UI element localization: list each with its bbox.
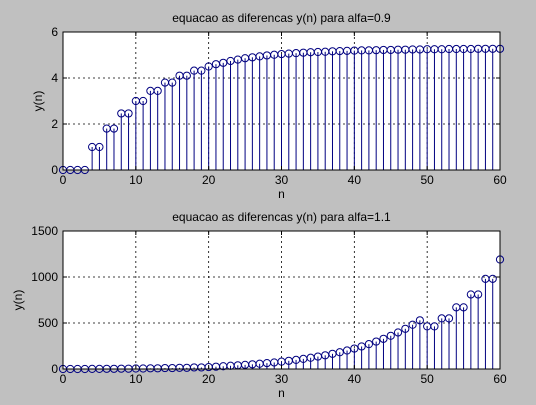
stem-marker xyxy=(357,342,366,351)
stem-marker xyxy=(364,340,373,349)
y-tick-label: 0 xyxy=(51,163,58,177)
x-tick-label: 0 xyxy=(60,372,67,386)
x-axis-label: n xyxy=(278,187,285,201)
x-tick-label: 40 xyxy=(348,173,362,187)
stem-marker xyxy=(182,71,191,80)
stem-marker xyxy=(488,274,497,283)
y-tick-label: 2 xyxy=(51,117,58,131)
y-axis-label: y(n) xyxy=(31,91,45,112)
stem-marker xyxy=(153,86,162,95)
y-tick-label: 4 xyxy=(51,71,58,85)
x-tick-label: 50 xyxy=(420,372,434,386)
y-tick-label: 6 xyxy=(51,25,58,39)
stem-marker xyxy=(444,314,454,323)
stem-marker xyxy=(197,66,206,75)
stem-marker xyxy=(109,124,119,133)
x-tick-label: 30 xyxy=(275,173,289,187)
stem-marker xyxy=(459,303,468,312)
stem-marker xyxy=(408,320,417,329)
stem-marker xyxy=(372,337,381,346)
stem-marker xyxy=(95,142,104,152)
x-tick-label: 30 xyxy=(275,372,289,386)
stem-marker xyxy=(350,344,359,353)
axes-1: 0 10 20 30 40 50 60 0 2 4 6 equacao as diferencas y… xyxy=(31,11,507,201)
x-tick-label: 10 xyxy=(129,173,143,187)
x-tick-label: 50 xyxy=(420,173,434,187)
x-tick-label: 0 xyxy=(60,173,67,187)
y-tick-label: 0 xyxy=(51,362,58,376)
stem-marker xyxy=(393,328,403,337)
x-axis-label: n xyxy=(278,386,285,400)
y-axis-label: y(n) xyxy=(11,290,25,311)
x-tick-label: 40 xyxy=(348,372,362,386)
y-tick-label: 1500 xyxy=(31,224,58,238)
stem-marker xyxy=(219,58,228,67)
stem-marker xyxy=(474,290,483,299)
stem-marker xyxy=(168,78,177,87)
stem-marker xyxy=(430,322,439,331)
x-tick-label: 60 xyxy=(493,173,507,187)
stem-marker xyxy=(401,324,410,333)
chart-title: equacao as diferencas y(n) para alfa=0.9 xyxy=(172,11,391,25)
axes-2: 0 10 20 30 40 50 60 0 500 1000 1500 equacao as dife… xyxy=(11,210,507,400)
stem-marker xyxy=(204,62,213,71)
y-tick-label: 500 xyxy=(38,316,58,330)
x-tick-label: 20 xyxy=(202,173,216,187)
stem-marker xyxy=(379,334,388,343)
stem-marker xyxy=(342,346,352,355)
x-tick-label: 10 xyxy=(129,372,143,386)
chart-title: equacao as diferencas y(n) para alfa=1.1 xyxy=(172,210,391,224)
stem-marker xyxy=(139,96,148,106)
x-tick-label: 20 xyxy=(202,372,216,386)
stem-marker xyxy=(415,316,424,325)
x-tick-label: 60 xyxy=(493,372,507,386)
stem-marker xyxy=(386,331,395,340)
y-tick-label: 1000 xyxy=(31,270,58,284)
stem-marker xyxy=(124,109,133,118)
